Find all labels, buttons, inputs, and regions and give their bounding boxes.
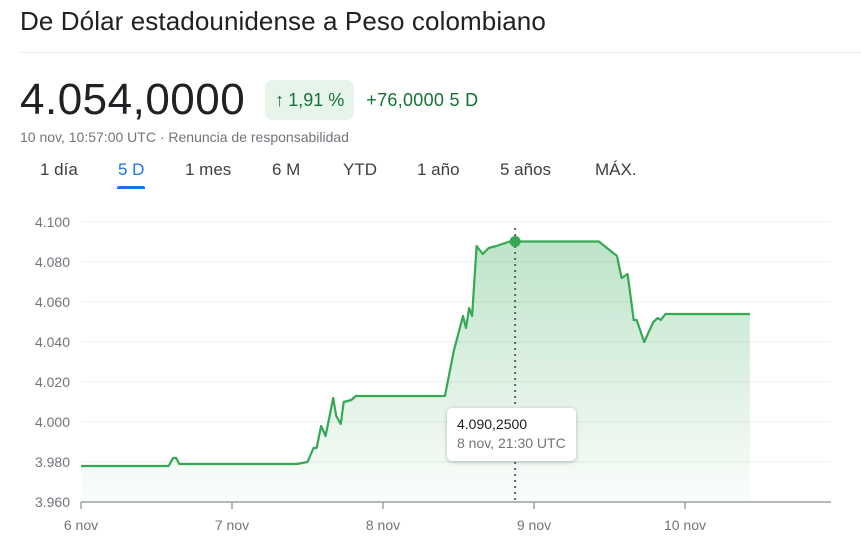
tab-5-anos[interactable]: 5 años [500,160,552,179]
quote-meta: 10 nov, 10:57:00 UTC · Renuncia de respo… [20,129,349,145]
tab-6-m[interactable]: 6 M [272,160,301,179]
x-tick: 7 nov [214,517,250,533]
tab-1-ano[interactable]: 1 año [417,160,460,179]
meta-separator: · [159,129,165,145]
change-percent: 1,91 % [288,89,345,110]
x-tick: 10 nov [663,517,707,533]
arrow-up-icon: ↑ [275,89,285,110]
y-tick: 4.100 [34,214,70,230]
y-tick: 4.020 [34,374,70,390]
change-absolute: +76,0000 5 D [366,89,479,110]
quote-timestamp: 10 nov, 10:57:00 UTC [20,129,156,145]
plot-area [80,221,831,509]
x-tick: 8 nov [365,517,401,533]
tab-5-d[interactable]: 5 D [116,160,146,189]
tab-max[interactable]: MÁX. [595,160,637,179]
disclaimer-link[interactable]: Renuncia de responsabilidad [168,129,349,145]
price-chart[interactable]: 4.100 4.080 4.060 4.040 4.020 4.000 3.98… [0,200,861,543]
y-tick: 3.960 [34,494,70,510]
x-ticks [80,502,686,509]
x-tick: 6 nov [63,517,99,533]
y-tick: 4.080 [34,254,70,270]
y-tick: 4.000 [34,414,70,430]
current-price: 4.054,0000 [20,75,246,124]
page-title: De Dólar estadounidense a Peso colombian… [20,6,546,36]
x-tick: 9 nov [516,517,552,533]
y-tick: 4.060 [34,294,70,310]
quote-summary: 4.054,0000 ↑ 1,91 % +76,0000 5 D [20,76,478,124]
chart-tooltip: 4.090,2500 8 nov, 21:30 UTC [447,408,576,461]
price-area-fill [81,241,750,502]
tooltip-time: 8 nov, 21:30 UTC [457,435,566,451]
y-tick: 3.980 [34,454,70,470]
highlight-point [509,236,521,247]
tooltip-value: 4.090,2500 [457,416,528,432]
tab-ytd[interactable]: YTD [343,160,377,179]
header-divider [20,52,861,53]
change-percent-badge: ↑ 1,91 % [265,80,355,120]
tab-1-dia[interactable]: 1 día [40,160,78,179]
price-line [81,240,750,468]
tab-1-mes[interactable]: 1 mes [185,160,232,179]
y-tick: 4.040 [34,334,70,350]
